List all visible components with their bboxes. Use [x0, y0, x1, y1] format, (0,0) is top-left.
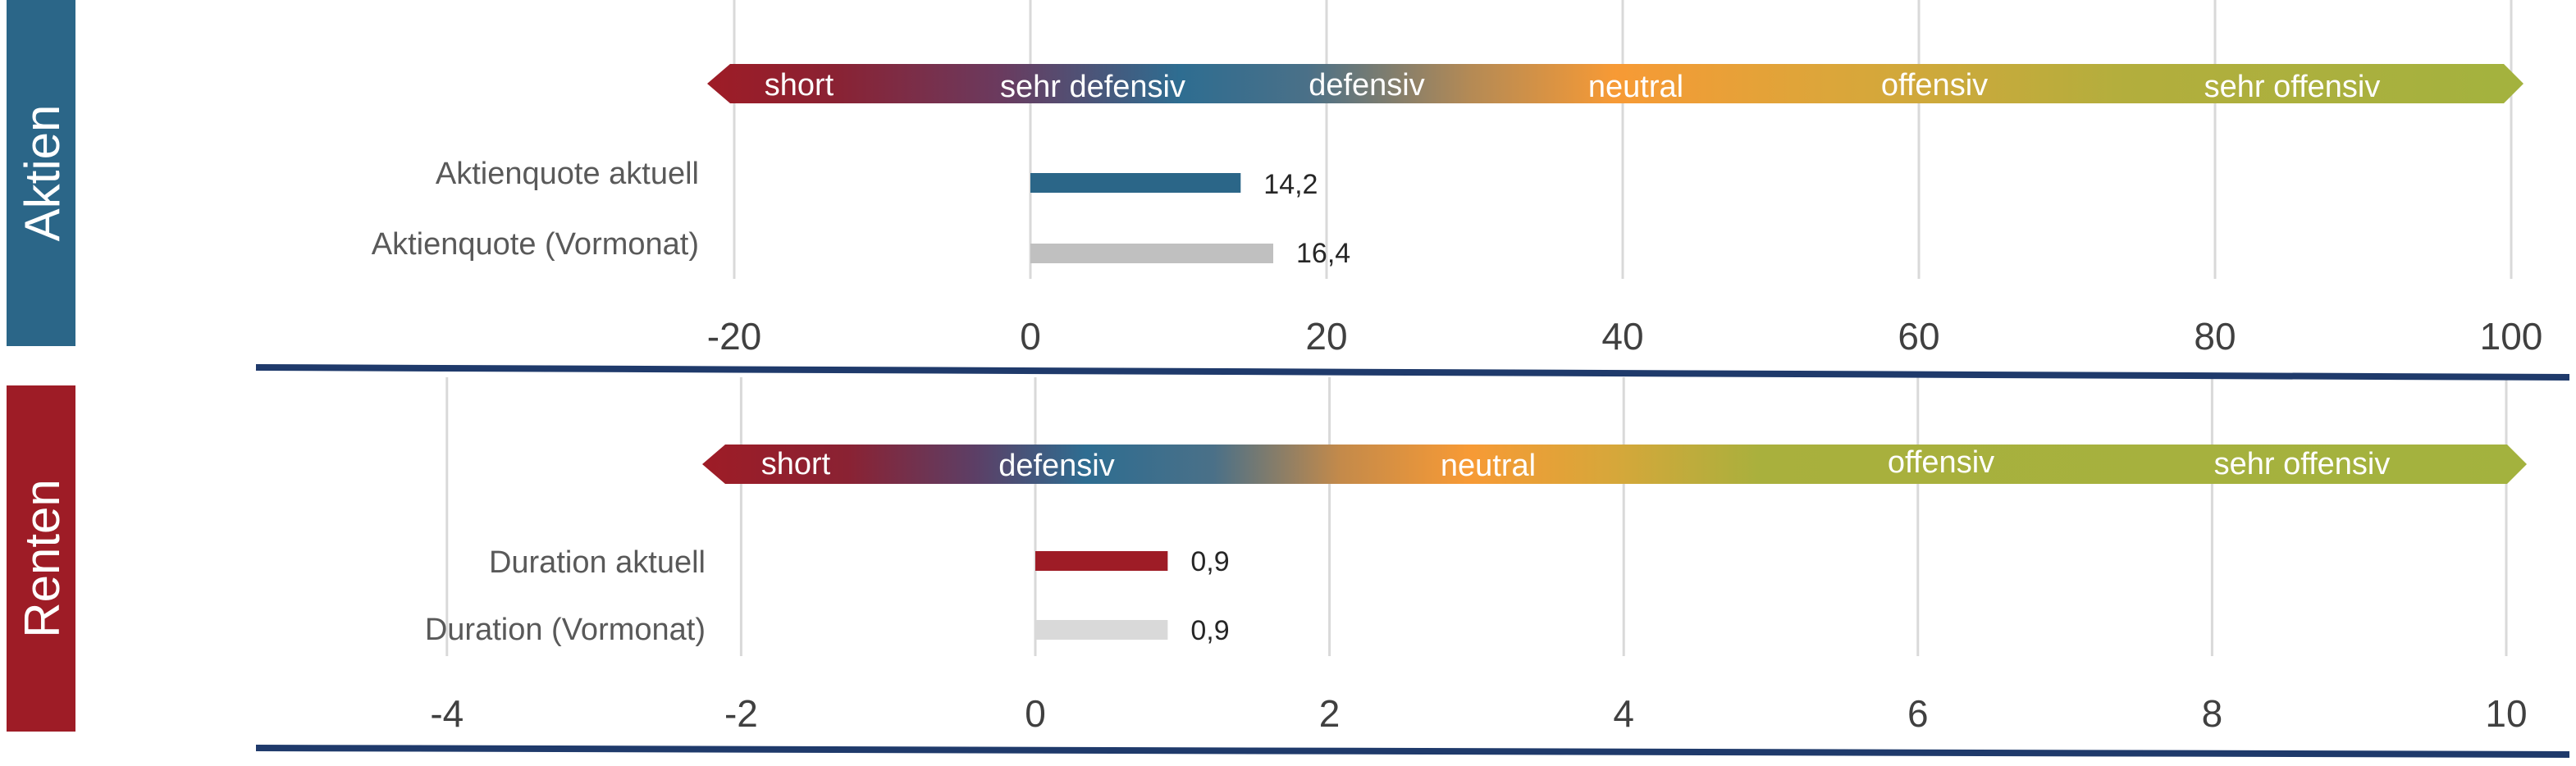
renten-value-label-current: 0,9	[1190, 546, 1229, 577]
aktien-tick-label-2: 20	[1305, 315, 1347, 358]
aktien-bar-previous	[1030, 244, 1274, 263]
renten-band-label-offensiv: offensiv	[1888, 445, 1994, 480]
renten-band-label-sehr-offensiv: sehr offensiv	[2214, 447, 2391, 481]
aktien-bar-current	[1030, 173, 1241, 193]
renten-band-label-short: short	[761, 447, 831, 481]
aktien-tick-label-0: -20	[707, 315, 761, 358]
renten-bar-previous	[1035, 620, 1168, 640]
renten-tick-label-1: -2	[724, 692, 758, 735]
aktien-row-label-previous: Aktienquote (Vormonat)	[372, 227, 699, 262]
renten-row-label-previous: Duration (Vormonat)	[425, 613, 706, 647]
renten-divider-line	[255, 745, 2570, 758]
renten-tick-label-0: -4	[430, 692, 464, 735]
aktien-tick-label-5: 80	[2194, 315, 2236, 358]
bottom-gridlines	[445, 377, 2508, 656]
aktien-tab	[7, 0, 75, 346]
renten-tick-label-7: 10	[2485, 692, 2527, 735]
aktien-tab-label: Aktien	[15, 105, 70, 242]
renten-bar-current	[1035, 551, 1168, 571]
renten-tick-label-2: 0	[1025, 692, 1046, 735]
renten-band-label-defensiv: defensiv	[998, 449, 1115, 483]
renten-tab	[7, 385, 75, 732]
aktien-divider-line	[255, 364, 2570, 381]
aktien-tick-label-3: 40	[1601, 315, 1643, 358]
renten-value-label-previous: 0,9	[1190, 615, 1229, 646]
aktien-tick-label-6: 100	[2480, 315, 2543, 358]
aktien-value-label-previous: 16,4	[1296, 238, 1350, 269]
aktien-band-label-defensiv: defensiv	[1309, 68, 1425, 103]
aktien-row-label-current: Aktienquote aktuell	[436, 157, 699, 191]
renten-tick-label-4: 4	[1613, 692, 1634, 735]
aktien-band-label-short: short	[765, 68, 834, 103]
renten-tick-label-5: 6	[1907, 692, 1929, 735]
aktien-value-label-current: 14,2	[1263, 169, 1318, 200]
aktien-tick-label-1: 0	[1020, 315, 1041, 358]
aktien-band-label-neutral: neutral	[1588, 70, 1683, 104]
renten-tab-label: Renten	[15, 479, 70, 637]
aktien-band-label-sehr-offensiv: sehr offensiv	[2204, 70, 2381, 104]
top-gridlines	[733, 0, 2513, 279]
renten-row-label-current: Duration aktuell	[489, 545, 706, 580]
aktien-position-band	[707, 64, 2523, 103]
aktien-tick-label-4: 60	[1898, 315, 1939, 358]
aktien-band-label-offensiv: offensiv	[1881, 68, 1988, 103]
tick-labels-layer: -20 0 20 40 60 80 100-4 -2 0 2 4 6 8 10	[430, 315, 2542, 735]
renten-tick-label-3: 2	[1319, 692, 1341, 735]
renten-tick-label-6: 8	[2202, 692, 2223, 735]
aktien-band-label-sehr-defensiv: sehr defensiv	[1000, 70, 1185, 104]
renten-position-band	[702, 445, 2527, 484]
bars-layer: 14,2 16,4 0,9 0,9	[1030, 169, 1350, 646]
renten-band-label-neutral: neutral	[1441, 449, 1536, 483]
